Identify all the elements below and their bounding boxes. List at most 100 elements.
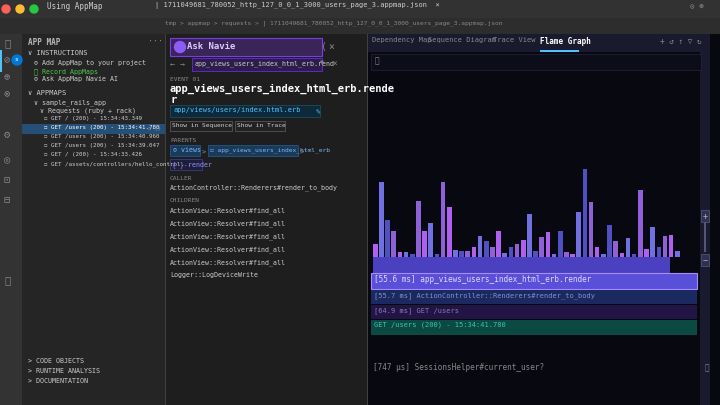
- Text: CALLER: CALLER: [170, 176, 192, 181]
- Bar: [441, 182, 446, 257]
- Bar: [371, 290, 697, 304]
- Bar: [484, 241, 489, 257]
- Text: + ↺ ↑ ▽ ↻: + ↺ ↑ ▽ ↻: [660, 37, 701, 46]
- Text: >: >: [300, 149, 305, 155]
- Bar: [490, 247, 495, 257]
- Bar: [595, 247, 600, 257]
- Bar: [496, 230, 501, 257]
- Text: | 1711049681_780052_http_127_0_0_1_3000_users_page_3.appmap.json  ×: | 1711049681_780052_http_127_0_0_1_3000_…: [155, 2, 440, 9]
- Text: app/views/users/index.html.erb: app/views/users/index.html.erb: [173, 107, 300, 113]
- Bar: [534, 251, 538, 257]
- Text: Dependency Map: Dependency Map: [372, 37, 431, 43]
- Bar: [503, 253, 507, 257]
- Bar: [539, 237, 544, 257]
- Bar: [170, 159, 202, 170]
- Bar: [638, 190, 643, 257]
- Bar: [540, 50, 578, 51]
- Bar: [704, 222, 706, 252]
- Bar: [675, 251, 680, 257]
- Text: ∨ Requests (ruby + rack): ∨ Requests (ruby + rack): [40, 107, 136, 113]
- Text: Logger::LogDeviceWrite: Logger::LogDeviceWrite: [170, 272, 258, 278]
- Circle shape: [16, 5, 24, 13]
- Bar: [527, 214, 531, 257]
- Text: app_views_users_index_html_erb.rende: app_views_users_index_html_erb.rende: [170, 84, 395, 94]
- Text: Show in Sequence: Show in Sequence: [172, 123, 232, 128]
- Text: ActionController::Renderers#render_to_body: ActionController::Renderers#render_to_bo…: [170, 184, 338, 191]
- Bar: [367, 34, 720, 405]
- Text: ∨ APPMAPS: ∨ APPMAPS: [28, 90, 66, 96]
- Bar: [472, 247, 476, 257]
- Bar: [423, 231, 427, 257]
- Bar: [379, 182, 384, 257]
- Text: ☐ {}: ☐ {}: [148, 125, 161, 130]
- Bar: [435, 254, 439, 257]
- Text: ActionView::Resolver#find_all: ActionView::Resolver#find_all: [170, 246, 286, 253]
- Text: ⊙ ⊛: ⊙ ⊛: [690, 2, 704, 11]
- Text: ☐ GET / (200) - 15:34:33.426: ☐ GET / (200) - 15:34:33.426: [44, 152, 142, 157]
- Bar: [669, 235, 673, 257]
- Text: > RUNTIME ANALYSIS: > RUNTIME ANALYSIS: [28, 368, 100, 374]
- Text: ⊙ Ask AppMap Navie AI: ⊙ Ask AppMap Navie AI: [34, 76, 118, 82]
- Text: Flame Graph: Flame Graph: [540, 37, 591, 46]
- Text: ⊕: ⊕: [4, 72, 10, 82]
- Bar: [371, 305, 697, 319]
- Bar: [662, 237, 667, 257]
- Bar: [165, 34, 166, 405]
- Bar: [626, 238, 630, 257]
- Bar: [371, 54, 701, 70]
- Text: ⚙: ⚙: [4, 130, 10, 140]
- Text: [55.6 ms] app_views_users_index_html_erb.render: [55.6 ms] app_views_users_index_html_erb…: [374, 275, 591, 284]
- Bar: [701, 210, 709, 222]
- Text: ⬤ Record AppMaps: ⬤ Record AppMaps: [34, 68, 98, 75]
- Text: ⊡: ⊡: [4, 175, 10, 185]
- Bar: [521, 240, 526, 257]
- Bar: [367, 34, 368, 405]
- Bar: [589, 202, 593, 257]
- Bar: [558, 231, 562, 257]
- Text: s: s: [14, 57, 18, 62]
- Bar: [632, 254, 636, 257]
- Bar: [371, 273, 697, 289]
- Bar: [165, 34, 367, 405]
- Text: [64.9 ms] GET /users: [64.9 ms] GET /users: [374, 307, 459, 314]
- Bar: [235, 121, 285, 131]
- Bar: [447, 207, 451, 257]
- Bar: [508, 247, 513, 257]
- Circle shape: [30, 5, 38, 13]
- Text: ←: ←: [170, 60, 175, 69]
- Text: PARENTS: PARENTS: [170, 138, 197, 143]
- Text: 🔍: 🔍: [375, 56, 379, 65]
- Text: ∨ INSTRUCTIONS: ∨ INSTRUCTIONS: [28, 50, 88, 56]
- Bar: [428, 222, 433, 257]
- Text: Trace View: Trace View: [493, 37, 536, 43]
- Bar: [22, 124, 165, 134]
- Bar: [577, 212, 581, 257]
- Text: >: >: [202, 149, 206, 155]
- Text: ActionView::Resolver#find_all: ActionView::Resolver#find_all: [170, 207, 286, 214]
- Text: app_views_users_index_html_erb.rend: app_views_users_index_html_erb.rend: [195, 60, 335, 67]
- Text: Using AppMap: Using AppMap: [47, 2, 102, 11]
- Bar: [22, 34, 165, 405]
- Text: ⊗: ⊗: [4, 89, 10, 99]
- Text: −: −: [703, 256, 708, 265]
- Text: ✎: ✎: [316, 107, 320, 116]
- Bar: [613, 241, 618, 257]
- Bar: [404, 252, 408, 257]
- Text: Show in Trace: Show in Trace: [237, 123, 286, 128]
- Text: ☐ app_views_users_index_html_erb: ☐ app_views_users_index_html_erb: [210, 147, 330, 153]
- Text: ⊘: ⊘: [4, 55, 10, 65]
- Text: ⊙ views: ⊙ views: [173, 147, 201, 153]
- Text: APP MAP: APP MAP: [28, 38, 60, 47]
- Bar: [478, 236, 482, 257]
- Bar: [170, 145, 200, 156]
- Bar: [552, 254, 557, 257]
- Text: Ask Navie: Ask Navie: [187, 42, 235, 51]
- Bar: [170, 105, 320, 117]
- Bar: [410, 254, 415, 257]
- Text: EVENT 01: EVENT 01: [170, 77, 200, 82]
- Text: ◎: ◎: [4, 155, 10, 165]
- Text: > CODE OBJECTS: > CODE OBJECTS: [28, 358, 84, 364]
- Bar: [0, 0, 720, 18]
- Text: ⊙ Add AppMap to your project: ⊙ Add AppMap to your project: [34, 60, 146, 66]
- Bar: [170, 121, 232, 131]
